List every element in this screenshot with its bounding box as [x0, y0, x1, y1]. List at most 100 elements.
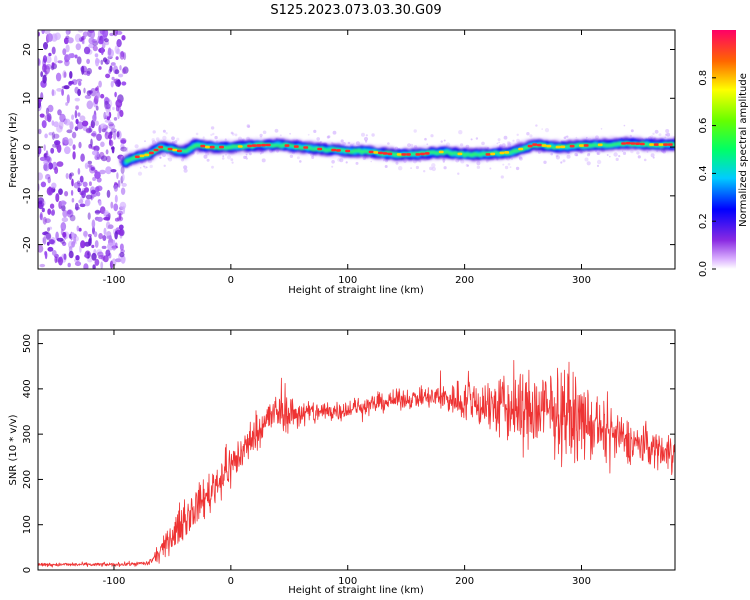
noise-speck — [116, 131, 120, 138]
noise-speck — [64, 59, 70, 67]
noise-speck — [55, 231, 59, 241]
noise-speck — [47, 33, 53, 42]
ridge-peak — [653, 143, 659, 146]
snr-y-axis-label: SNR (10 * v/v) — [8, 414, 19, 485]
noise-speck — [86, 127, 93, 133]
noise-speck — [108, 122, 114, 127]
noise-speck — [108, 139, 114, 147]
ridge-peak — [583, 144, 589, 147]
noise-speck — [39, 213, 43, 221]
noise-speck — [48, 52, 52, 57]
faint-speck — [384, 165, 388, 168]
noise-speck — [111, 76, 115, 81]
noise-speck — [44, 251, 48, 260]
faint-speck — [144, 140, 146, 143]
noise-speck — [106, 116, 110, 121]
faint-speck — [516, 133, 519, 136]
noise-speck — [121, 81, 127, 86]
ridge-peak — [536, 143, 542, 147]
faint-speck — [214, 135, 218, 140]
noise-speck — [58, 120, 64, 130]
faint-speck — [345, 161, 348, 164]
spectrogram-content — [38, 30, 675, 269]
ridge-peak — [167, 147, 173, 151]
noise-speck — [69, 121, 74, 131]
noise-speck — [70, 189, 74, 196]
noise-speck — [90, 189, 96, 195]
noise-speck — [61, 88, 64, 96]
ridge-peak — [396, 153, 402, 156]
faint-speck — [139, 167, 142, 169]
faint-speck — [313, 129, 317, 133]
chart-title: S125.2023.073.03.30.G09 — [270, 3, 441, 18]
noise-speck — [68, 250, 74, 259]
noise-speck — [84, 162, 89, 169]
noise-speck — [100, 141, 105, 148]
noise-speck — [110, 128, 117, 133]
noise-speck — [81, 40, 86, 45]
noise-speck — [104, 100, 109, 110]
snr-frame — [37, 329, 676, 571]
ridge-peak — [532, 143, 538, 146]
snr-panel: -100 0 100 200 300 0 100 200 300 400 500 Height of… — [8, 329, 676, 596]
noise-speck — [106, 155, 111, 163]
faint-speck — [259, 136, 263, 139]
noise-speck — [66, 94, 70, 104]
noise-speck — [76, 56, 82, 65]
ridge-peak — [144, 153, 150, 157]
ridge-peak — [153, 148, 159, 152]
faint-speck — [575, 136, 578, 139]
faint-speck — [387, 142, 390, 145]
faint-speck — [515, 166, 520, 171]
noise-speck — [121, 173, 125, 182]
ridge-peak — [579, 144, 584, 147]
noise-speck — [47, 113, 52, 123]
noise-speck — [102, 57, 108, 63]
noise-speck — [91, 244, 95, 249]
noise-speck — [78, 227, 82, 232]
noise-speck — [42, 74, 47, 84]
noise-speck — [76, 180, 81, 185]
faint-speck — [630, 129, 634, 133]
faint-speck — [159, 156, 162, 159]
noise-speck — [51, 89, 55, 97]
faint-speck — [259, 133, 263, 137]
noise-speck — [45, 232, 52, 241]
noise-speck — [94, 210, 102, 214]
ridge-peak — [247, 144, 253, 148]
ridge-peak — [382, 152, 388, 155]
ridge-peak — [527, 144, 533, 148]
noise-speck — [58, 188, 63, 195]
noise-speck — [111, 258, 117, 267]
noise-speck — [99, 123, 107, 129]
faint-speck — [134, 144, 139, 149]
faint-speck — [126, 147, 129, 150]
noise-speck — [115, 105, 120, 112]
faint-speck — [415, 165, 419, 170]
ridge-peak — [293, 145, 299, 148]
x-tick-label: 0 — [228, 275, 234, 286]
noise-speck — [116, 39, 122, 48]
faint-speck — [541, 128, 543, 130]
noise-speck — [77, 168, 81, 175]
faint-speck — [171, 136, 175, 141]
faint-speck — [176, 137, 180, 141]
noise-speck — [69, 172, 75, 177]
noise-speck — [84, 94, 92, 99]
noise-speck — [94, 209, 101, 215]
ridge-peak — [401, 153, 407, 156]
faint-speck — [497, 138, 501, 142]
noise-speck — [119, 109, 124, 118]
faint-speck — [279, 134, 282, 137]
faint-speck — [440, 140, 443, 143]
noise-speck — [78, 81, 82, 86]
noise-speck — [77, 30, 84, 33]
ridge-peak — [625, 141, 631, 145]
faint-speck — [584, 157, 589, 162]
noise-speck — [54, 166, 59, 174]
faint-speck — [658, 133, 662, 137]
x-tick-label: 100 — [338, 275, 357, 286]
noise-speck — [79, 175, 84, 183]
noise-speck — [61, 85, 68, 90]
